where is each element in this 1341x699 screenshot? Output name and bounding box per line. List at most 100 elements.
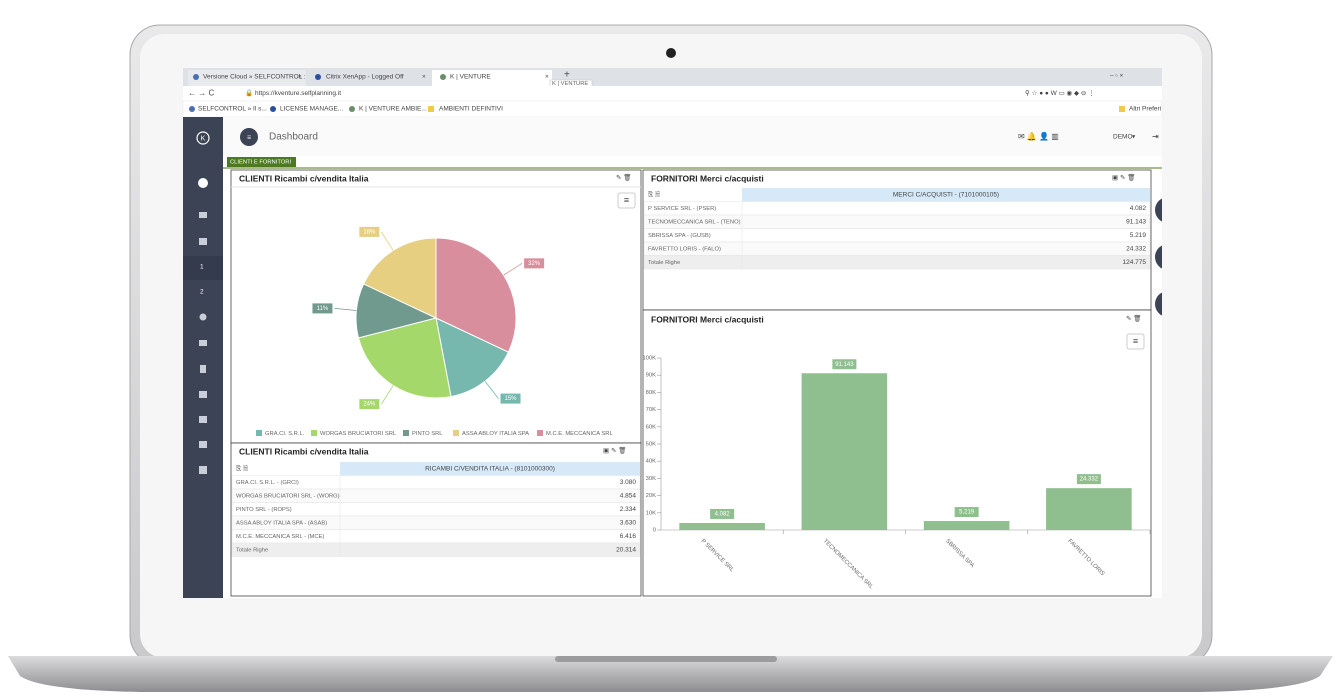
- table-tools[interactable]: ⎘ 🗎: [648, 190, 661, 198]
- pie-slice: [435, 237, 517, 353]
- panel-actions[interactable]: ▣ ✎ 🗑: [1112, 174, 1135, 182]
- menu-icon: ≡: [247, 134, 251, 141]
- legend-label: WORGAS BRUCIATORI SRL: [320, 431, 397, 437]
- y-tick-label: 20K: [646, 493, 656, 499]
- header-icons[interactable]: ✉ 🔔 👤 ▥: [1018, 131, 1059, 141]
- icon-briefcase[interactable]: [199, 416, 207, 423]
- table-header: RICAMBI C/VENDITA ITALIA - (8101000300): [425, 465, 555, 472]
- legend-label: GRA.CI. S.R.L.: [265, 431, 305, 437]
- sidebar-item[interactable]: 2: [200, 289, 204, 296]
- tab-close[interactable]: ×: [422, 74, 426, 81]
- user-menu[interactable]: DEMO: [1113, 134, 1133, 141]
- icon-box[interactable]: [199, 441, 207, 448]
- chart-menu[interactable]: [617, 192, 636, 209]
- panel-actions[interactable]: ✎ 🗑: [616, 174, 632, 182]
- menu-button[interactable]: [240, 128, 258, 146]
- window-controls[interactable]: – ▫ ×: [1110, 73, 1124, 80]
- label-connector: [381, 231, 394, 251]
- data-label-bg: [524, 258, 545, 269]
- table-cell: PINTO SRL - (ROPS): [236, 507, 292, 513]
- y-tick-label: 10K: [646, 510, 656, 516]
- data-label: 18%: [363, 229, 376, 235]
- table-row: [643, 201, 1151, 216]
- y-tick-label: 40K: [646, 459, 656, 465]
- legend-label: PINTO SRL: [412, 431, 443, 437]
- table-cell: 91.143: [1126, 218, 1146, 225]
- tab[interactable]: [188, 70, 306, 86]
- table-cell: ASSA ABLOY ITALIA SPA - (ASAB): [236, 520, 327, 526]
- active-tab[interactable]: [432, 70, 552, 86]
- tab-close[interactable]: ×: [545, 74, 549, 81]
- dashboard-tab-label: CLIENTI E FORNITORI: [230, 160, 291, 166]
- panel-title: CLIENTI Ricambi c/vendita Italia: [239, 173, 369, 183]
- data-label-bg: [832, 359, 857, 370]
- sidebar-icons: [199, 212, 207, 474]
- url[interactable]: https://kventure.selfplanning.it: [255, 90, 341, 97]
- logout[interactable]: ⇥: [1152, 132, 1159, 141]
- tab-icon: [315, 74, 321, 80]
- tab-title: K | VENTURE: [450, 74, 491, 81]
- bar: [679, 522, 765, 530]
- bookmark-icon: [349, 106, 355, 112]
- new-tab[interactable]: +: [564, 70, 570, 81]
- label-connector: [334, 308, 357, 311]
- extension-icons[interactable]: ⚲ ☆ ● ● W ▭ ◉ ◆ ⊖ ⋮: [1025, 89, 1095, 97]
- table-cell: 3.630: [620, 519, 637, 526]
- icon-settings[interactable]: [199, 313, 207, 321]
- table-cell: 124.775: [1123, 259, 1147, 266]
- table-row: [231, 502, 641, 517]
- icon-dashboard[interactable]: [199, 238, 207, 245]
- avatar[interactable]: [198, 178, 208, 188]
- icon-bank[interactable]: [199, 391, 207, 398]
- data-label-bg: [359, 226, 380, 237]
- table-cell: TECNOMECCANICA SRL - (TENO): [648, 219, 741, 225]
- folder-icon: [428, 106, 434, 112]
- header: [223, 117, 1162, 156]
- pie-slice: [357, 317, 452, 399]
- bookmark[interactable]: AMBIENTI DEFINTIVI: [439, 106, 503, 113]
- y-tick-label: 0: [653, 528, 656, 534]
- legend-label: M.C.E. MECCANICA SRL: [546, 431, 613, 437]
- base-notch: [555, 656, 777, 662]
- data-label: 15%: [505, 396, 518, 402]
- table-cell: 24.332: [1126, 245, 1146, 252]
- icon-list[interactable]: [199, 340, 207, 346]
- icon-home[interactable]: [199, 212, 207, 218]
- sidebar-item[interactable]: 1: [200, 264, 204, 271]
- panel-actions[interactable]: ▣ ✎ 🗑: [603, 447, 626, 455]
- panel-actions[interactable]: ✎ 🗑: [1126, 315, 1142, 323]
- legend-swatch: [403, 430, 409, 436]
- chart-menu[interactable]: [1126, 333, 1145, 350]
- bookmark[interactable]: Altri Preferi: [1129, 106, 1161, 113]
- table-cell: 20.314: [616, 546, 636, 553]
- tab-close[interactable]: ×: [298, 74, 302, 81]
- icon-save[interactable]: [199, 466, 207, 474]
- dashboard-tab[interactable]: [227, 157, 296, 167]
- table-cell: GRA.CI. S.R.L. - (GRCI): [236, 480, 299, 486]
- data-label-bg: [359, 399, 380, 410]
- folder-icon: [1119, 106, 1125, 112]
- logo: [196, 131, 210, 145]
- y-tick-label: 100K: [642, 356, 656, 362]
- data-label-bg: [312, 303, 333, 314]
- pie-slice: [435, 317, 510, 398]
- y-tick-label: 50K: [646, 442, 656, 448]
- sidebar: [183, 117, 223, 598]
- icon-doc[interactable]: [200, 365, 206, 373]
- bookmark[interactable]: K | VENTURE AMBIE...: [359, 106, 427, 113]
- tab-title: Versione Cloud » SELFCONTROL :: [203, 74, 306, 81]
- nav-buttons[interactable]: ← → C: [188, 89, 214, 98]
- table-tools[interactable]: ⎘ 🗎: [236, 464, 249, 472]
- tab-icon: [440, 74, 446, 80]
- label-connector: [381, 385, 394, 405]
- bookmark[interactable]: LICENSE MANAGE...: [280, 106, 343, 113]
- bookmark[interactable]: SELFCONTROL » Il s...: [198, 106, 267, 113]
- table-cell: 2.334: [620, 506, 637, 513]
- table-cell: Totale Righe: [236, 547, 268, 553]
- table-cell: 4.082: [1130, 205, 1147, 212]
- data-label: 24%: [363, 402, 376, 408]
- y-tick-label: 70K: [646, 407, 656, 413]
- bookmark-icon: [270, 106, 276, 112]
